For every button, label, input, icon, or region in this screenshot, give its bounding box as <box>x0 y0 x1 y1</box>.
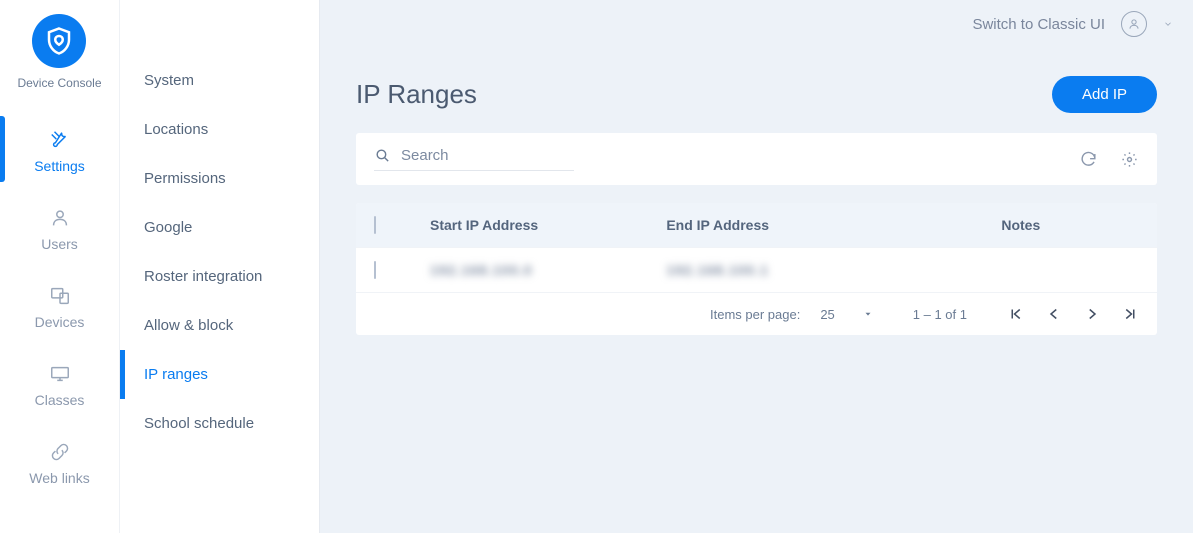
cell-start-ip: 192.168.100.0 <box>430 262 666 278</box>
page-size-select[interactable]: 25 <box>820 307 872 322</box>
col-end-ip: End IP Address <box>666 217 902 233</box>
subnav-item-roster[interactable]: Roster integration <box>120 252 319 301</box>
chevron-down-icon[interactable] <box>1163 19 1173 29</box>
col-notes: Notes <box>903 217 1139 233</box>
page-title: IP Ranges <box>356 79 477 110</box>
next-page-icon[interactable] <box>1083 305 1101 323</box>
link-icon <box>46 440 74 464</box>
rail-label: Users <box>41 236 78 252</box>
select-all-checkbox[interactable] <box>374 216 376 234</box>
classic-ui-link[interactable]: Switch to Classic UI <box>972 16 1105 33</box>
row-checkbox[interactable] <box>374 261 376 279</box>
brand-label: Device Console <box>17 76 101 90</box>
rail-item-devices[interactable]: Devices <box>0 266 119 344</box>
items-per-page-label: Items per page: <box>710 307 800 322</box>
brand-logo-icon <box>32 14 86 68</box>
rail-label: Classes <box>35 392 85 408</box>
rail-item-weblinks[interactable]: Web links <box>0 422 119 500</box>
rail-item-settings[interactable]: Settings <box>0 110 119 188</box>
refresh-icon[interactable] <box>1079 150 1098 169</box>
search-icon <box>374 147 391 164</box>
first-page-icon[interactable] <box>1007 305 1025 323</box>
search-input[interactable] <box>401 147 574 164</box>
gear-icon[interactable] <box>1120 150 1139 169</box>
subnav-item-permissions[interactable]: Permissions <box>120 154 319 203</box>
search-actions <box>1079 150 1139 169</box>
dropdown-triangle-icon <box>863 309 873 319</box>
ip-table: Start IP Address End IP Address Notes 19… <box>356 203 1157 335</box>
app-root: Device Console Settings Users <box>0 0 1193 533</box>
account-avatar-icon[interactable] <box>1121 11 1147 37</box>
rail-label: Devices <box>35 314 85 330</box>
topbar: Switch to Classic UI <box>320 0 1193 48</box>
user-icon <box>46 206 74 230</box>
monitor-icon <box>46 362 74 386</box>
rail-label: Web links <box>29 470 89 486</box>
content: IP Ranges Add IP <box>320 48 1193 359</box>
add-ip-button[interactable]: Add IP <box>1052 76 1157 113</box>
devices-icon <box>46 284 74 308</box>
rail-label: Settings <box>34 158 85 174</box>
main-area: Switch to Classic UI IP Ranges Add IP <box>320 0 1193 533</box>
page-header: IP Ranges Add IP <box>356 76 1157 113</box>
col-start-ip: Start IP Address <box>430 217 666 233</box>
page-range: 1 – 1 of 1 <box>913 307 967 322</box>
subnav-item-google[interactable]: Google <box>120 203 319 252</box>
rail-item-users[interactable]: Users <box>0 188 119 266</box>
table-header: Start IP Address End IP Address Notes <box>356 203 1157 247</box>
subnav-item-locations[interactable]: Locations <box>120 105 319 154</box>
tools-icon <box>46 128 74 152</box>
cell-end-ip: 192.168.100.1 <box>666 262 902 278</box>
table-pager: Items per page: 25 1 – 1 of 1 <box>356 292 1157 335</box>
search-zone <box>374 147 574 171</box>
brand: Device Console <box>17 14 101 90</box>
subnav-item-system[interactable]: System <box>120 56 319 105</box>
subnav-item-ip-ranges[interactable]: IP ranges <box>120 350 319 399</box>
primary-rail: Device Console Settings Users <box>0 0 120 533</box>
last-page-icon[interactable] <box>1121 305 1139 323</box>
search-bar <box>356 133 1157 185</box>
prev-page-icon[interactable] <box>1045 305 1063 323</box>
table-row[interactable]: 192.168.100.0 192.168.100.1 <box>356 247 1157 292</box>
settings-subnav: System Locations Permissions Google Rost… <box>120 0 320 533</box>
page-size-value: 25 <box>820 307 834 322</box>
rail-item-classes[interactable]: Classes <box>0 344 119 422</box>
subnav-item-school-schedule[interactable]: School schedule <box>120 399 319 448</box>
subnav-item-allow-block[interactable]: Allow & block <box>120 301 319 350</box>
pager-buttons <box>1007 305 1139 323</box>
